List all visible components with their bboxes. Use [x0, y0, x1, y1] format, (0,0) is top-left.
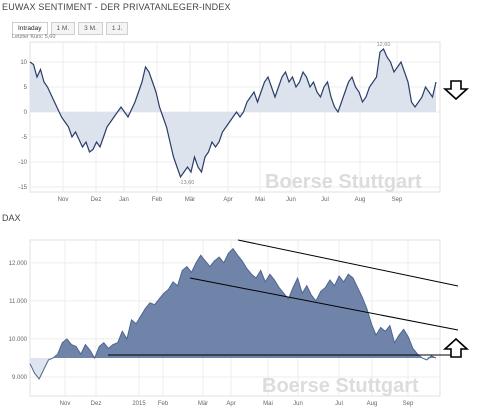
- sentiment-min-label: -13,60: [179, 180, 195, 186]
- dax-middle-trend-line: [189, 277, 459, 331]
- x-tick-label: Mär: [198, 401, 208, 407]
- tab-1m[interactable]: 1 M.: [50, 22, 76, 35]
- tab-3m[interactable]: 3 M.: [78, 22, 103, 35]
- x-tick-label: Nov: [58, 197, 69, 203]
- dax-line: [29, 247, 437, 380]
- x-tick-label: Sep: [392, 197, 403, 203]
- x-tick-label: Mär: [185, 197, 195, 203]
- y-tick-label: 5: [24, 85, 28, 91]
- dax-upper-trend-line: [237, 239, 459, 287]
- x-tick-label: Mai: [255, 197, 265, 203]
- dax-y-ticks: 12.000 11.000 10.000 9.000: [9, 261, 28, 381]
- x-tick-label: Mai: [263, 401, 273, 407]
- y-tick-label: -5: [22, 135, 28, 141]
- x-tick-label: Feb: [152, 197, 163, 203]
- x-tick-label: Aug: [355, 197, 366, 203]
- tab-1y[interactable]: 1 J.: [105, 22, 129, 35]
- dax-x-ticks: Nov Dez 2015 Feb Mär Apr Mai Jun Jul Aug Sep: [60, 401, 414, 407]
- x-tick-label: Jun: [293, 401, 303, 407]
- sentiment-watermark: Boerse Stuttgart: [265, 171, 422, 193]
- sentiment-area: [30, 49, 436, 177]
- x-tick-label: Sep: [403, 401, 414, 407]
- dax-area: [30, 248, 436, 358]
- y-tick-label: 10.000: [9, 337, 28, 343]
- x-tick-label: Aug: [367, 401, 378, 407]
- sentiment-x-ticks: Nov Dez Jan Feb Mär Apr Mai Jun Jul Aug Sep: [58, 197, 403, 203]
- sentiment-y-ticks: 10 5 0 -5 -10 -15: [18, 60, 27, 191]
- x-tick-label: Nov: [60, 401, 71, 407]
- x-tick-label: Jan: [119, 197, 129, 203]
- chart-title: EUWAX SENTIMENT - DER PRIVATANLEGER-INDE…: [2, 2, 231, 12]
- sentiment-max-label: 12,60: [377, 42, 391, 48]
- range-tabs: Intraday 1 M. 3 M. 1 J.: [12, 22, 129, 35]
- x-tick-label: Dez: [91, 401, 102, 407]
- x-tick-label: 2015: [132, 401, 146, 407]
- y-tick-label: -15: [18, 185, 27, 191]
- x-tick-label: Jul: [335, 401, 343, 407]
- x-tick-label: Apr: [223, 197, 232, 203]
- x-tick-label: Dez: [91, 197, 102, 203]
- down-arrow-icon: [442, 80, 470, 101]
- dax-watermark: Boerse Stuttgart: [262, 375, 419, 397]
- y-tick-label: 10: [20, 60, 27, 66]
- plot-frame: [29, 239, 441, 397]
- sentiment-line: [29, 48, 437, 179]
- x-tick-label: Apr: [226, 401, 235, 407]
- tab-intraday[interactable]: Intraday: [12, 22, 48, 35]
- y-tick-label: -10: [18, 160, 27, 166]
- y-tick-label: 11.000: [9, 299, 28, 305]
- last-price: Letzter Kurs: 5,60: [12, 34, 56, 40]
- y-tick-label: 12.000: [9, 261, 28, 267]
- dax-title: DAX: [2, 213, 21, 223]
- x-tick-label: Feb: [158, 401, 169, 407]
- x-tick-label: Jul: [321, 197, 329, 203]
- plot-frame: [29, 41, 441, 193]
- x-tick-label: Jun: [286, 197, 296, 203]
- y-tick-label: 0: [24, 110, 28, 116]
- up-arrow-icon: [442, 337, 470, 358]
- y-tick-label: 9.000: [12, 375, 28, 381]
